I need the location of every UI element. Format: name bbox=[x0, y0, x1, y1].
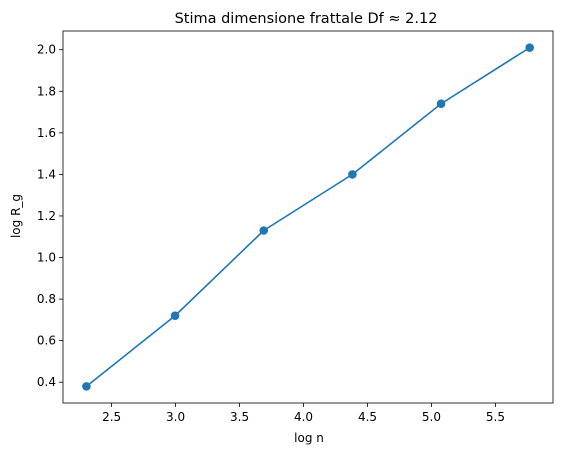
x-tick-label: 4.0 bbox=[294, 410, 313, 424]
x-tick-label: 5.0 bbox=[422, 410, 441, 424]
plot-area: 2.5 3.0 3.5 4.0 4.5 5.0 5.5 0.4 0.6 0.8 1.0 1.2 1.4 1… bbox=[37, 30, 554, 424]
y-tick-label: 1.0 bbox=[37, 251, 56, 265]
x-tick-label: 4.5 bbox=[358, 410, 377, 424]
y-axis-label: log R_g bbox=[9, 194, 23, 238]
y-tick-label: 1.4 bbox=[37, 167, 56, 181]
data-point bbox=[170, 311, 180, 321]
y-tick-label: 1.6 bbox=[37, 126, 56, 140]
y-tick-label: 2.0 bbox=[37, 43, 56, 57]
data-point bbox=[436, 99, 446, 109]
data-point bbox=[82, 382, 91, 391]
x-axis-label: log n bbox=[294, 431, 324, 445]
x-tick-label: 5.5 bbox=[486, 410, 505, 424]
x-tick-label: 2.5 bbox=[102, 410, 121, 424]
data-point bbox=[259, 226, 269, 235]
x-tick-label: 3.0 bbox=[166, 410, 185, 424]
y-tick-label: 0.8 bbox=[37, 292, 56, 306]
y-tick-label: 1.8 bbox=[37, 84, 56, 98]
y-tick-label: 1.2 bbox=[37, 209, 56, 223]
y-tick-label: 0.4 bbox=[37, 375, 56, 389]
x-tick-label: 3.5 bbox=[230, 410, 249, 424]
series-line bbox=[85, 46, 531, 387]
axes-frame bbox=[62, 30, 554, 404]
data-point bbox=[525, 43, 535, 52]
y-tick-label: 0.6 bbox=[37, 334, 56, 348]
data-point bbox=[348, 170, 357, 179]
chart-title: Stima dimensione frattale Df ≈ 2.12 bbox=[175, 11, 438, 27]
